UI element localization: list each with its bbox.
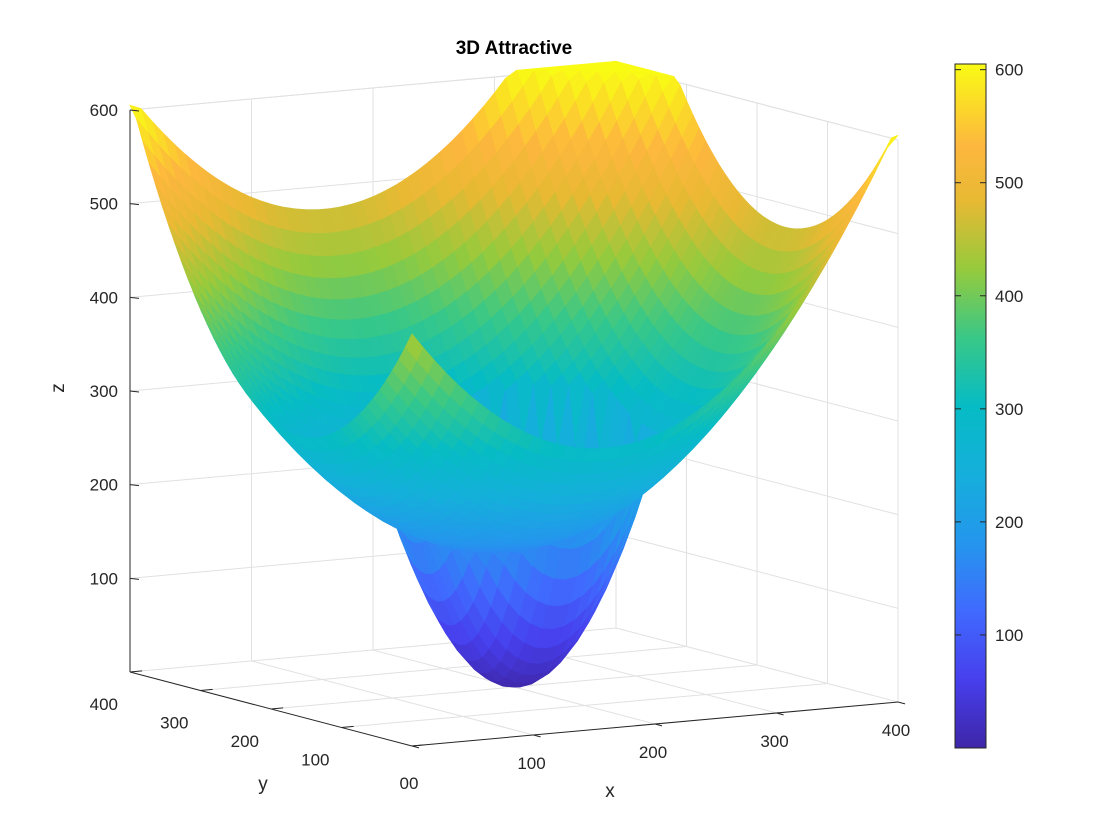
y-axis-label: y — [258, 774, 268, 795]
y-tick-label: 0 — [400, 774, 409, 793]
surface-plot[interactable] — [129, 60, 899, 688]
x-tick-mark — [776, 712, 784, 716]
z-tick-mark — [129, 577, 140, 580]
z-tick-label: 400 — [90, 288, 118, 307]
colorbar-gradient — [954, 63, 987, 749]
z-tick-label: 100 — [90, 569, 118, 588]
y-tick-label: 100 — [301, 751, 329, 770]
x-tick-label: 100 — [517, 754, 545, 773]
x-tick-label: 300 — [760, 732, 788, 751]
z-tick-mark — [129, 296, 140, 299]
x-tick-mark — [654, 723, 663, 727]
z-tick-label: 300 — [90, 382, 118, 401]
x-tick-mark — [533, 734, 541, 738]
z-tick-label: 600 — [90, 101, 118, 120]
z-axis-label: z — [48, 383, 69, 393]
colorbar-tick-label: 600 — [995, 61, 1023, 80]
z-tick-mark — [129, 484, 140, 487]
x-tick-mark — [897, 701, 906, 705]
grid-line — [200, 646, 687, 691]
colorbar-tick-label: 200 — [995, 513, 1023, 532]
z-tick-mark — [129, 203, 140, 206]
axes-layer: 100 200 300 400 100 200 300 400 0 0 100 200 300 400 50… — [90, 101, 911, 793]
z-tick-label: 500 — [90, 195, 118, 214]
colorbar-tick-label: 300 — [995, 400, 1023, 419]
y-tick-mark — [270, 707, 284, 710]
y-tick-label: 200 — [231, 732, 259, 751]
x-tick-label: 400 — [882, 721, 910, 740]
y-tick-label: 400 — [90, 695, 118, 714]
colorbar-tick-label: 400 — [995, 287, 1023, 306]
y-tick-label: 300 — [160, 714, 188, 733]
z-tick-mark — [129, 390, 140, 393]
colorbar-tick-label: 500 — [995, 174, 1023, 193]
z-tick-mark — [129, 109, 140, 112]
y-tick-mark — [129, 670, 143, 673]
y-tick-mark — [411, 744, 425, 747]
grid-line — [615, 627, 899, 703]
colorbar: 100 200 300 400 500 600 — [954, 61, 1023, 749]
x-tick-label: 200 — [639, 743, 667, 762]
chart-title: 3D Attractive — [456, 38, 573, 59]
y-tick-mark — [200, 688, 213, 691]
z-tick-label: 200 — [90, 476, 118, 495]
x-tick-label: 0 — [409, 774, 418, 793]
y-tick-mark — [341, 725, 354, 728]
x-axis-label: x — [605, 781, 615, 802]
colorbar-tick-label: 100 — [995, 626, 1023, 645]
surface-patch — [405, 333, 424, 362]
